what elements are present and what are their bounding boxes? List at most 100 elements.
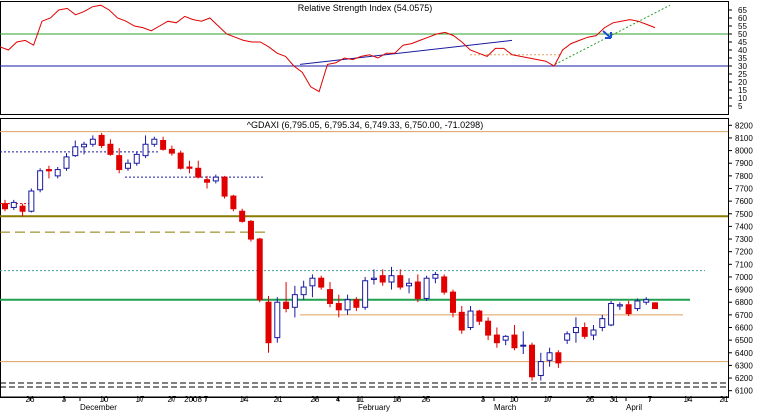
candle-down (652, 302, 658, 310)
x-tick-label: February (358, 403, 390, 412)
candle-up (274, 301, 281, 339)
rsi-ytick-label: 60 (738, 14, 747, 23)
price-ytick-label: 6700 (735, 311, 753, 320)
price-chart-title: ^GDAXI (6,795.05, 6,795.34, 6,749.33, 6,… (247, 120, 483, 130)
x-tick-label: December (80, 403, 117, 412)
candle-down (221, 176, 228, 197)
candle-down (353, 299, 360, 308)
candle-up (151, 138, 158, 145)
price-ytick-label: 7900 (735, 159, 753, 168)
x-tick-label: 18 (393, 395, 402, 404)
candle-down (230, 195, 237, 210)
x-tick-label: 2008 (184, 395, 202, 404)
rsi-ytick-label: 5 (738, 102, 743, 111)
candle-up (72, 146, 79, 157)
x-tick-label: 25 (586, 395, 595, 404)
candle-down (256, 238, 263, 301)
candle-up (572, 327, 579, 334)
x-tick-label: 21 (274, 395, 283, 404)
price-ytick-label: 6100 (735, 387, 753, 396)
x-tick-label: 31 (610, 395, 619, 404)
candle-down (555, 352, 562, 364)
candle-down (485, 320, 492, 336)
price-ytick-label: 6300 (735, 361, 753, 370)
price-ytick-label: 7300 (735, 235, 753, 244)
price-ytick-label: 6200 (735, 374, 753, 383)
candle-down (283, 301, 290, 310)
candle-up (388, 275, 395, 283)
arrow-icon (602, 30, 612, 39)
price-ytick-label: 7100 (735, 260, 753, 269)
candle-down (107, 143, 114, 155)
candle-up (124, 162, 131, 169)
candle-up (63, 156, 70, 169)
candle-up (370, 277, 377, 280)
candle-down (204, 179, 211, 183)
rsi-ytick-label: 55 (738, 22, 747, 31)
price-ytick-label: 7400 (735, 222, 753, 231)
candle-down (177, 152, 184, 169)
candle-up (590, 329, 597, 336)
candle-up (406, 282, 413, 287)
candle-down (19, 205, 26, 212)
price-panel-frame (0, 118, 729, 398)
candle-down (247, 220, 254, 240)
candle-up (467, 310, 474, 328)
price-ytick-label: 7500 (735, 210, 753, 219)
rsi-ytick-label: 30 (738, 62, 747, 71)
price-ytick-label: 6500 (735, 336, 753, 345)
x-tick-label: 4 (336, 395, 341, 404)
candle-up (133, 153, 140, 164)
x-tick-label: 14 (684, 395, 693, 404)
price-ytick-label: 7200 (735, 248, 753, 257)
x-tick-label: 3 (481, 395, 486, 404)
candle-down (397, 275, 404, 288)
rsi-ytick-label: 10 (738, 94, 747, 103)
candle-up (362, 280, 369, 308)
candle-up (502, 335, 509, 341)
rsi-panel-frame (0, 1, 729, 115)
x-tick-label: 21 (720, 395, 729, 404)
candle-down (581, 327, 588, 337)
x-tick-label: 7 (204, 395, 209, 404)
candle-down (186, 166, 193, 169)
candle-up (643, 299, 650, 303)
rsi-ytick-label: 50 (738, 30, 747, 39)
candle-down (511, 334, 518, 349)
candle-up (344, 299, 351, 311)
candle-up (37, 170, 44, 191)
price-ytick-label: 6600 (735, 324, 753, 333)
candle-up (564, 333, 571, 341)
candle-up (608, 302, 615, 326)
x-tick-label: 7 (648, 395, 653, 404)
candle-down (195, 167, 202, 178)
candle-up (537, 361, 544, 377)
price-ytick-label: 6800 (735, 298, 753, 307)
candle-up (300, 286, 307, 296)
x-tick-label: 27 (168, 395, 177, 404)
candle-down (458, 311, 465, 331)
candle-down (414, 281, 421, 299)
x-tick-label: 3 (62, 395, 67, 404)
rsi-ytick-label: 40 (738, 46, 747, 55)
rsi-ytick-label: 35 (738, 54, 747, 63)
x-tick-label: 14 (240, 395, 249, 404)
price-ytick-label: 8100 (735, 134, 753, 143)
candle-up (142, 143, 149, 157)
price-ytick-label: 8000 (735, 147, 753, 156)
candle-down (379, 275, 386, 283)
candle-down (168, 148, 175, 154)
price-ytick-label: 7800 (735, 172, 753, 181)
x-tick-label: 26 (26, 395, 35, 404)
candle-up (309, 277, 316, 287)
candle-down (529, 344, 536, 378)
rsi-ytick-label: 25 (738, 70, 747, 79)
price-ytick-label: 7000 (735, 273, 753, 282)
candle-down (2, 203, 8, 210)
price-ytick-label: 7700 (735, 185, 753, 194)
candle-down (449, 291, 456, 313)
price-ytick-label: 7600 (735, 197, 753, 206)
candle-down (493, 334, 500, 344)
candle-up (81, 143, 88, 148)
